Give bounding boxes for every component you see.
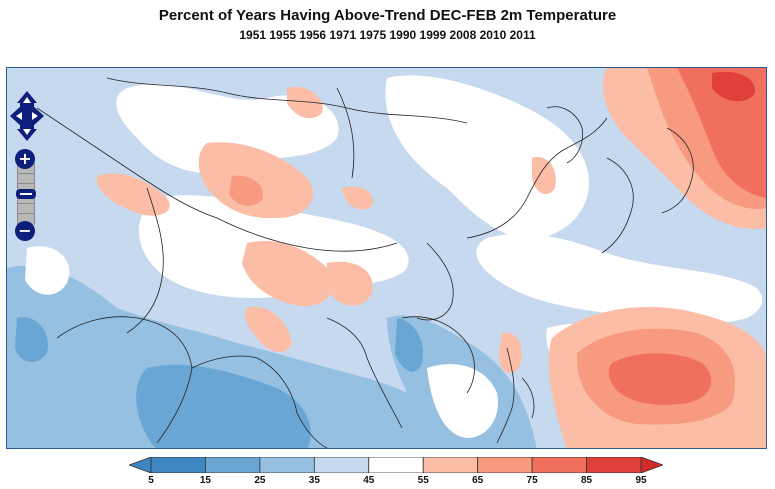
field-red-65-india-east xyxy=(245,307,292,353)
zoom-tick xyxy=(18,213,34,214)
colorbar-segment xyxy=(205,457,261,473)
colorbar-tick-label: 5 xyxy=(148,475,154,486)
colorbar-tick-label: 85 xyxy=(580,475,593,486)
zoom-tick xyxy=(18,173,34,174)
field-red-75-tibet xyxy=(229,175,263,206)
colorbar-segment xyxy=(531,457,587,473)
field-white-china xyxy=(385,75,589,239)
field-red-65-mongolia xyxy=(287,87,323,119)
field-white-east xyxy=(476,233,763,324)
zoom-in-button[interactable]: + xyxy=(15,149,35,169)
field-blue-25-west xyxy=(7,265,476,448)
colorbar-segment xyxy=(313,457,370,473)
colorbar-tick-label: 75 xyxy=(526,475,538,486)
map-viewport[interactable] xyxy=(6,67,767,449)
field-red-65-tibet xyxy=(198,142,313,219)
colorbar-tick-label: 25 xyxy=(254,475,266,486)
colorbar-tick-label: 35 xyxy=(308,475,320,486)
temperature-anomaly-map xyxy=(7,68,766,448)
pan-control[interactable] xyxy=(10,91,44,141)
field-red-65-plateau-east xyxy=(342,186,373,210)
colorbar-segment xyxy=(368,457,424,473)
field-white-west xyxy=(25,246,70,295)
field-red-65-pakistan xyxy=(96,173,170,216)
zoom-control[interactable]: + − xyxy=(15,149,36,241)
colorbar-segment xyxy=(259,457,315,473)
colorbar-tick-label: 65 xyxy=(472,475,484,486)
colorbar-segment xyxy=(422,457,479,473)
map-title: Percent of Years Having Above-Trend DEC-… xyxy=(158,7,617,24)
colorbar-high-extend xyxy=(640,457,663,473)
coastlines xyxy=(36,77,694,448)
colorbar-low-extend xyxy=(129,457,152,473)
field-red-65-korea xyxy=(532,157,556,195)
field-red-65-philippines xyxy=(498,332,522,373)
colorbar-tick-label: 95 xyxy=(635,475,647,486)
colorbar-tick-label: 45 xyxy=(363,475,375,486)
colorbar-tick-label: 55 xyxy=(417,475,429,486)
field-blue-15-bay xyxy=(136,364,311,448)
zoom-out-button[interactable]: − xyxy=(15,221,35,241)
zoom-tick xyxy=(18,183,34,184)
colorbar-segment xyxy=(586,457,642,473)
colorbar xyxy=(129,457,663,473)
zoom-slider-handle[interactable] xyxy=(16,189,36,199)
field-red-95-japan xyxy=(712,71,756,102)
colorbar-segment xyxy=(150,457,206,473)
field-white-south xyxy=(427,364,498,438)
colorbar-segment xyxy=(477,457,533,473)
field-red-65-burma xyxy=(327,261,373,306)
colorbar-tick-label: 15 xyxy=(199,475,211,486)
field-white-north xyxy=(116,84,339,174)
field-red-65-sichuan xyxy=(242,240,333,307)
field-blue-15-southsea xyxy=(395,318,423,372)
field-blue-15-india xyxy=(15,317,48,363)
colorbar-segments xyxy=(129,457,663,473)
map-subtitle-years: 1951 1955 1956 1971 1975 1990 1999 2008 … xyxy=(239,28,536,42)
zoom-tick xyxy=(18,203,34,204)
zoom-track[interactable] xyxy=(16,163,36,225)
pan-arrows-icon xyxy=(10,91,44,141)
field-red-85-pacific xyxy=(608,353,712,405)
